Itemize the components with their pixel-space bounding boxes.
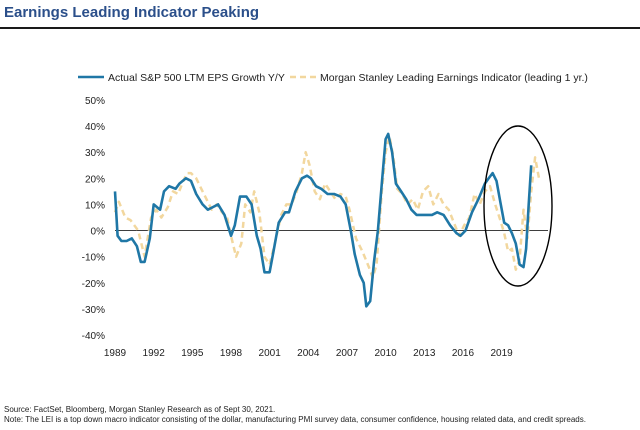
y-tick-label: -40% bbox=[82, 331, 105, 342]
x-tick-label: 2019 bbox=[490, 348, 513, 359]
y-tick-label: 0% bbox=[91, 227, 106, 238]
y-tick-label: 20% bbox=[85, 174, 105, 185]
x-tick-label: 2001 bbox=[259, 348, 282, 359]
y-tick-label: 30% bbox=[85, 148, 105, 159]
title-divider bbox=[0, 27, 640, 29]
x-tick-label: 1998 bbox=[220, 348, 243, 359]
source-note: Source: FactSet, Bloomberg, Morgan Stanl… bbox=[4, 405, 276, 414]
x-tick-label: 1992 bbox=[143, 348, 166, 359]
y-tick-label: -20% bbox=[82, 279, 105, 290]
x-tick-label: 2016 bbox=[452, 348, 475, 359]
chart-legend: Actual S&P 500 LTM EPS Growth Y/Y Morgan… bbox=[78, 72, 588, 84]
legend-label-lei: Morgan Stanley Leading Earnings Indicato… bbox=[320, 72, 588, 84]
y-tick-label: 50% bbox=[85, 96, 105, 107]
legend-label-actual: Actual S&P 500 LTM EPS Growth Y/Y bbox=[108, 72, 285, 84]
y-axis: 50% 40% 30% 20% 10% 0% -10% -20% -30% -40% bbox=[82, 96, 105, 342]
series-actual-line bbox=[113, 132, 533, 308]
y-tick-label: -10% bbox=[82, 253, 105, 264]
y-tick-label: -30% bbox=[82, 305, 105, 316]
x-tick-label: 2013 bbox=[413, 348, 436, 359]
highlight-ellipse bbox=[483, 125, 553, 287]
x-tick-label: 2010 bbox=[375, 348, 398, 359]
y-tick-label: 40% bbox=[85, 122, 105, 133]
methodology-note: Note: The LEI is a top down macro indica… bbox=[4, 415, 586, 424]
x-tick-label: 2004 bbox=[297, 348, 320, 359]
y-tick-label: 10% bbox=[85, 200, 105, 211]
x-tick-label: 1995 bbox=[181, 348, 204, 359]
x-axis: 1989 1992 1995 1998 2001 2004 2007 2010 2013 2016… bbox=[104, 348, 513, 359]
footnotes: Source: FactSet, Bloomberg, Morgan Stanl… bbox=[4, 405, 586, 425]
x-tick-label: 2007 bbox=[336, 348, 359, 359]
page-title: Earnings Leading Indicator Peaking bbox=[4, 4, 260, 21]
x-tick-label: 1989 bbox=[104, 348, 127, 359]
